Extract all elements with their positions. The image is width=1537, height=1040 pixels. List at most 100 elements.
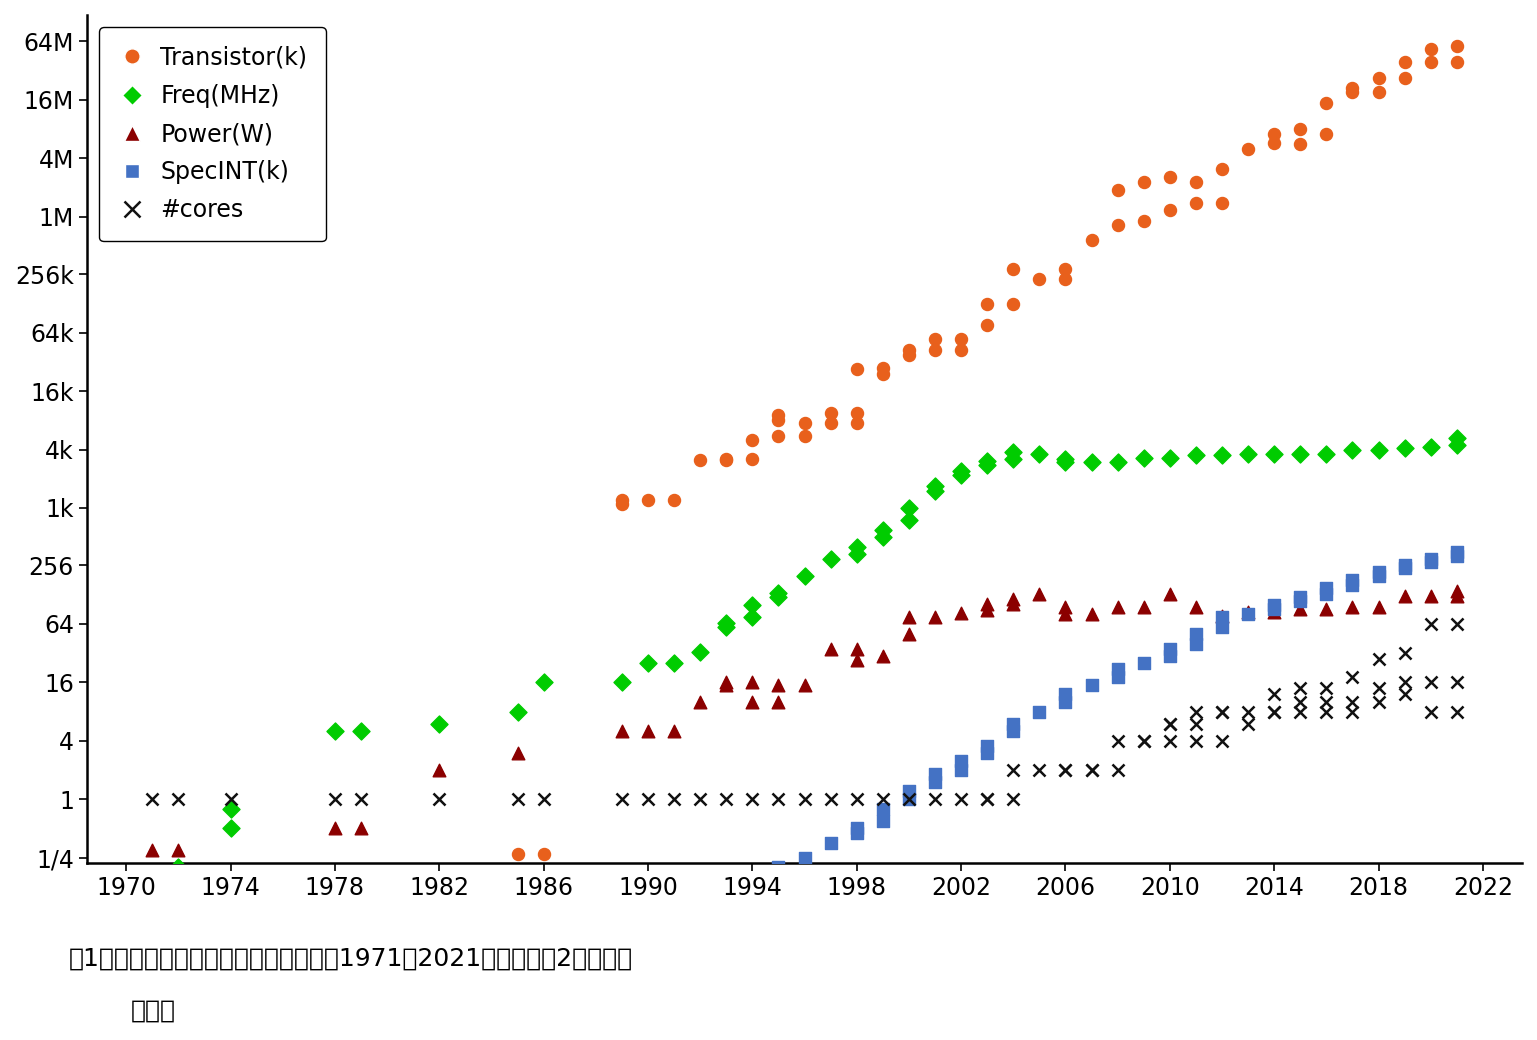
Point — [1183, 626, 1208, 643]
Point — [1236, 604, 1260, 621]
Point — [1157, 586, 1182, 602]
Point — [1157, 716, 1182, 732]
Point — [218, 821, 243, 837]
Point — [1340, 441, 1365, 458]
Point — [739, 432, 764, 448]
Point — [610, 492, 635, 509]
Point — [689, 452, 713, 469]
Point — [1340, 669, 1365, 685]
Point — [689, 790, 713, 807]
Point — [1157, 202, 1182, 218]
Point — [1393, 645, 1417, 661]
Point — [922, 483, 947, 499]
Point — [870, 790, 895, 807]
Point — [1262, 601, 1286, 618]
Point — [636, 790, 661, 807]
Point — [1027, 761, 1051, 778]
Point — [1053, 686, 1077, 703]
Point — [636, 723, 661, 739]
Point — [1001, 596, 1025, 613]
Point — [739, 694, 764, 710]
Point — [1262, 446, 1286, 463]
Point — [636, 655, 661, 672]
Point — [1288, 601, 1313, 618]
Point — [1105, 761, 1130, 778]
Point — [1210, 703, 1234, 720]
Point — [349, 904, 373, 920]
Point — [896, 790, 921, 807]
Point — [1131, 213, 1156, 230]
Point — [1262, 703, 1286, 720]
Point — [715, 790, 739, 807]
Point — [715, 615, 739, 631]
Point — [1419, 53, 1443, 70]
Point — [1366, 694, 1391, 710]
Point — [870, 359, 895, 375]
Point — [948, 331, 973, 347]
Point — [166, 790, 191, 807]
Point — [1053, 261, 1077, 278]
Point — [1131, 449, 1156, 466]
Point — [506, 703, 530, 720]
Point — [739, 450, 764, 467]
Point — [1288, 593, 1313, 609]
Point — [948, 761, 973, 778]
Point — [1366, 441, 1391, 458]
Point — [1210, 608, 1234, 625]
Point — [818, 415, 842, 432]
Legend: Transistor(k), Freq(MHz), Power(W), SpecINT(k), #cores: Transistor(k), Freq(MHz), Power(W), Spec… — [98, 27, 326, 241]
Point — [1419, 550, 1443, 567]
Point — [1157, 716, 1182, 732]
Point — [1027, 270, 1051, 287]
Point — [765, 677, 790, 694]
Point — [1236, 446, 1260, 463]
Point — [1393, 439, 1417, 456]
Point — [218, 1018, 243, 1035]
Point — [1053, 450, 1077, 467]
Point — [166, 859, 191, 876]
Point — [974, 602, 999, 619]
Point — [610, 496, 635, 513]
Point — [765, 412, 790, 428]
Point — [532, 790, 556, 807]
Point — [1366, 70, 1391, 86]
Point — [1340, 572, 1365, 589]
Point — [1079, 677, 1104, 694]
Point — [140, 790, 164, 807]
Point — [1001, 261, 1025, 278]
Point — [948, 790, 973, 807]
Point — [765, 870, 790, 887]
Point — [1027, 446, 1051, 463]
Point — [1001, 790, 1025, 807]
Point — [1445, 38, 1469, 55]
Point — [870, 812, 895, 829]
Point — [218, 800, 243, 816]
Point — [1236, 606, 1260, 623]
Point — [1366, 599, 1391, 616]
Point — [844, 821, 868, 837]
Point — [1105, 453, 1130, 470]
Point — [1288, 446, 1313, 463]
Point — [1314, 601, 1339, 618]
Point — [1131, 174, 1156, 190]
Point — [896, 790, 921, 807]
Point — [974, 452, 999, 469]
Point — [1445, 588, 1469, 604]
Point — [1262, 125, 1286, 141]
Point — [765, 427, 790, 444]
Point — [1445, 582, 1469, 599]
Point — [1183, 732, 1208, 749]
Point — [1210, 703, 1234, 720]
Point — [1053, 599, 1077, 616]
Point — [1288, 703, 1313, 720]
Point — [662, 723, 687, 739]
Point — [1105, 599, 1130, 616]
Point — [1419, 438, 1443, 454]
Point — [662, 655, 687, 672]
Point — [1131, 732, 1156, 749]
Point — [739, 790, 764, 807]
Point — [1445, 703, 1469, 720]
Point — [844, 415, 868, 432]
Point — [974, 316, 999, 333]
Point — [1157, 648, 1182, 665]
